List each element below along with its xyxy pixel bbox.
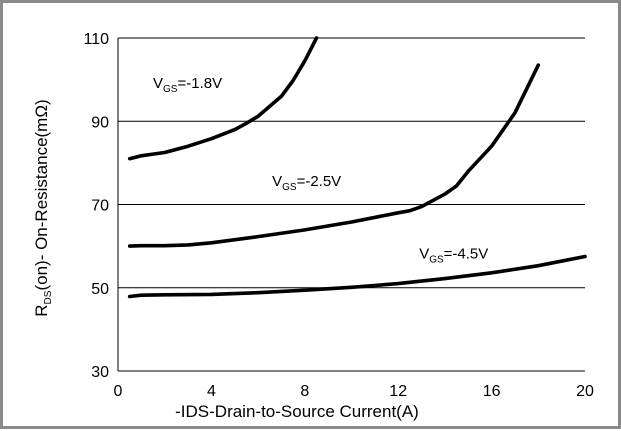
grid-lines — [117, 37, 585, 372]
x-tick-label-12: 12 — [389, 383, 407, 400]
x-axis-label: -IDS-Drain-to-Source Current(A) — [175, 402, 419, 421]
x-tick-label-16: 16 — [483, 383, 501, 400]
y-axis-label-rest: (on)- On-Resistance(mΩ) — [32, 99, 51, 290]
series-label-value: =-4.5V — [444, 246, 489, 263]
series-line-1 — [127, 36, 319, 161]
series-line-2 — [127, 63, 541, 248]
series-label-sub: GS — [429, 255, 444, 266]
series-label-main: V — [153, 75, 163, 92]
series-label-1: VGS=-1.8V — [153, 75, 222, 95]
series-line-3 — [127, 254, 587, 299]
x-tick-label-8: 8 — [300, 383, 309, 400]
series-group — [127, 36, 587, 299]
y-axis-label-subscript: DS — [43, 290, 54, 304]
tick-labels: 30 50 70 90 110 0 4 8 12 16 20 — [83, 31, 594, 400]
series-label-3: VGS=-4.5V — [419, 246, 488, 266]
y-tick-label-70: 70 — [91, 198, 109, 215]
series-label-2: VGS=-2.5V — [272, 173, 341, 193]
series-label-value: =-2.5V — [297, 173, 342, 190]
series-label-sub: GS — [163, 84, 178, 95]
y-tick-label-90: 90 — [91, 114, 109, 131]
y-axis-label: RDS(on)- On-Resistance(mΩ) — [32, 99, 54, 316]
series-label-main: V — [272, 173, 282, 190]
x-tick-label-0: 0 — [114, 383, 123, 400]
y-tick-label-50: 50 — [91, 281, 109, 298]
y-axis-label-prefix: R — [32, 304, 51, 316]
series-label-main: V — [419, 246, 429, 263]
x-tick-label-20: 20 — [576, 383, 594, 400]
y-tick-label-30: 30 — [91, 364, 109, 381]
y-tick-label-110: 110 — [83, 31, 109, 48]
series-label-value: =-1.8V — [177, 75, 222, 92]
series-label-sub: GS — [282, 182, 297, 193]
x-tick-label-4: 4 — [207, 383, 216, 400]
